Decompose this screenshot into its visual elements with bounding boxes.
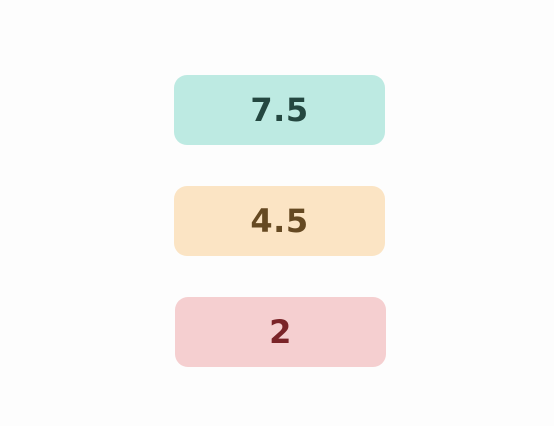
value-tile-2[interactable]: 2 — [175, 297, 386, 367]
value-tile-4-5[interactable]: 4.5 — [174, 186, 385, 256]
value-tile-7-5[interactable]: 7.5 — [174, 75, 385, 145]
